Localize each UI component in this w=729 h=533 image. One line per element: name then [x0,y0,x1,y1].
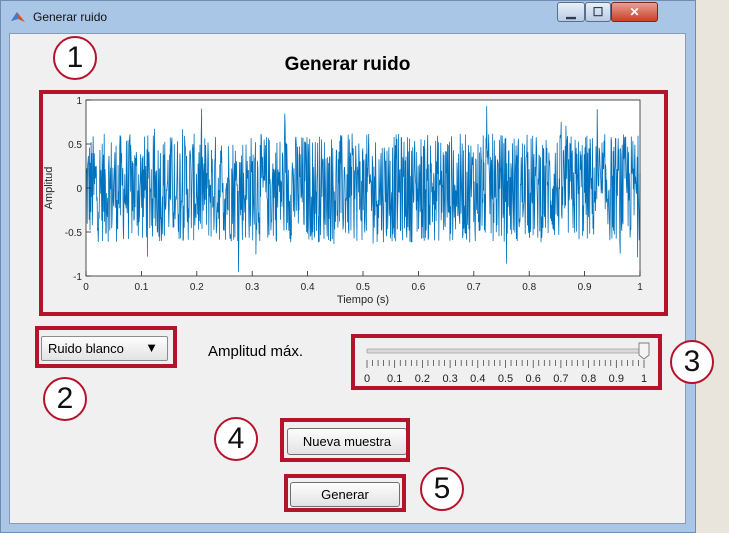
slider-tick-label: 0.7 [553,373,568,385]
y-axis-label: Amplitud [43,167,55,210]
slider-thumb [638,342,650,360]
amplitude-label: Amplitud máx. [208,343,304,360]
x-tick-label: 0.4 [301,282,315,293]
slider-tick-label: 0.5 [498,373,513,385]
maximize-button[interactable]: ☐ [585,2,611,22]
slider-tick-label: 0.1 [387,373,402,385]
noise-type-value: Ruido blanco [48,341,124,356]
close-button[interactable]: ✕ [611,2,658,22]
slider-tick-label: 0.4 [470,373,485,385]
x-axis-label: Tiempo (s) [337,294,389,306]
x-tick-label: 0.8 [522,282,536,293]
minimize-button[interactable]: ▁ [557,2,585,22]
slider-tick-label: 0 [364,373,370,385]
slider-tick-label: 0.8 [581,373,596,385]
page-title: Generar ruido [284,54,411,75]
slider-tick-label: 0.6 [526,373,541,385]
y-tick-label: 1 [76,96,82,107]
slider-tick-label: 0.3 [442,373,457,385]
callout-1: 1 [53,36,97,80]
slider-tick-label: 0.9 [609,373,624,385]
x-tick-label: 0.5 [356,282,370,293]
minimize-icon: ▁ [566,5,576,19]
dropdown-arrow-icon: ▼ [145,340,158,355]
slider-tick-label: 0.2 [415,373,430,385]
callout-2: 2 [43,377,87,421]
x-tick-label: 0.3 [245,282,259,293]
x-tick-label: 0 [83,282,89,293]
close-icon: ✕ [629,5,640,19]
noise-type-dropdown[interactable]: Ruido blanco ▼ [41,336,168,361]
generate-highlight [284,474,406,512]
callout-4: 4 [214,417,258,461]
plot-highlight [39,90,668,316]
slider-tick-label: 1 [641,373,647,385]
noise-plot: 0 0.1 0.2 0.3 0.4 0.5 0.6 0.7 0.8 0.9 1 1 0.5 0 -0.5 -1… [39,90,668,316]
generate-button[interactable]: Generar [290,482,400,507]
x-tick-label: 1 [637,282,643,293]
dropdown-highlight [35,326,177,368]
y-tick-label: -0.5 [65,228,83,239]
new-sample-highlight [280,418,410,462]
x-tick-label: 0.7 [467,282,481,293]
y-tick-label: 0.5 [68,140,82,151]
title-bar[interactable]: Generar ruido ▁ ☐ ✕ [1,1,695,33]
matlab-icon [11,12,25,22]
slider-highlight [351,334,662,390]
maximize-icon: ☐ [592,5,604,19]
y-tick-label: -1 [73,272,82,283]
x-tick-label: 0.6 [411,282,425,293]
noise-signal-line [85,106,641,273]
x-tick-label: 0.2 [190,282,204,293]
y-tick-label: 0 [76,184,82,195]
x-tick-label: 0.1 [134,282,148,293]
callout-3: 3 [670,340,714,384]
callout-5: 5 [420,467,464,511]
amplitude-slider[interactable]: 0 0.1 0.2 0.3 0.4 0.5 0.6 0.7 0.8 0.9 1 [357,340,656,386]
window-title: Generar ruido [33,10,108,24]
x-tick-label: 0.9 [578,282,592,293]
